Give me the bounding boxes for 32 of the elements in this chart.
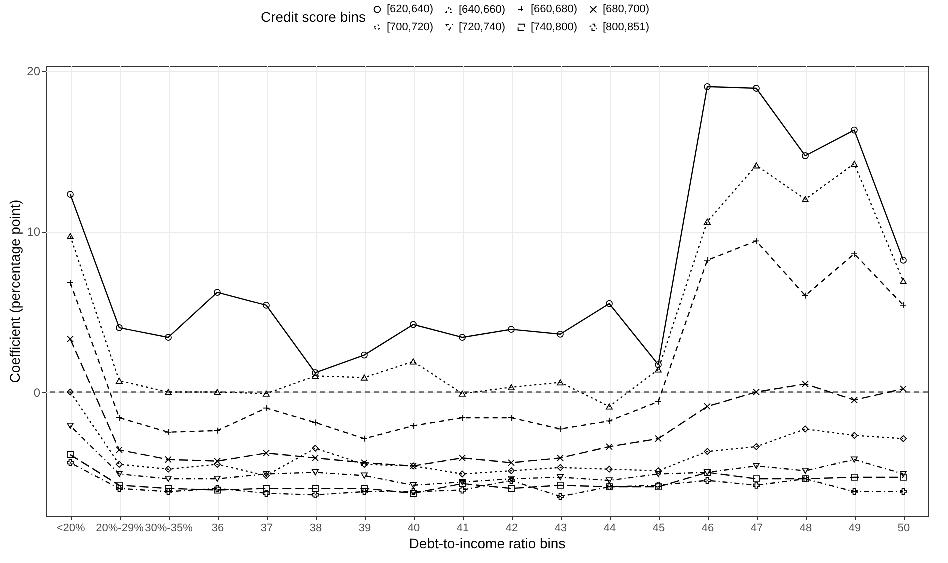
x-tick-label: 42 [506,522,518,534]
x-tick-label: 36 [212,522,224,534]
x-tick-label: 48 [800,522,812,534]
x-axis-title: Debt-to-income ratio bins [409,536,566,552]
x-tick-label: 38 [310,522,322,534]
x-tick-label: 37 [260,522,274,534]
x-tick-label: 39 [358,522,372,534]
x-tick-label: 45 [652,522,666,534]
x-tick-label: 30%-35% [145,522,194,534]
x-tick-label: 49 [848,522,862,534]
legend-label: [740,800) [531,22,578,34]
x-tick-label: 20%-29% [96,522,144,534]
x-tick-label: 50 [898,522,910,534]
legend-label: [620,640) [387,4,434,16]
y-axis-title: Coefficient (percentage point) [7,200,24,384]
x-tick-label: 44 [604,522,616,534]
x-tick-label: 40 [408,522,420,534]
legend-label: [720,740) [459,22,506,34]
x-tick-label: 47 [750,522,764,534]
x-tick-label: <20% [56,522,86,534]
x-tick-label: 43 [554,522,568,534]
legend-label: [800,851) [603,22,650,34]
legend-label: [680,700) [603,4,650,16]
x-tick-label: 46 [702,522,714,534]
legend-label: [660,680) [531,4,578,16]
legend-label: [700,720) [387,22,434,34]
y-tick-label: 20 [27,64,41,78]
y-tick-label: 0 [34,386,41,400]
legend-label: [640,660) [459,4,506,16]
y-tick-label: 10 [27,225,41,240]
legend-title: Credit score bins [261,9,366,25]
x-tick-label: 41 [456,522,470,534]
